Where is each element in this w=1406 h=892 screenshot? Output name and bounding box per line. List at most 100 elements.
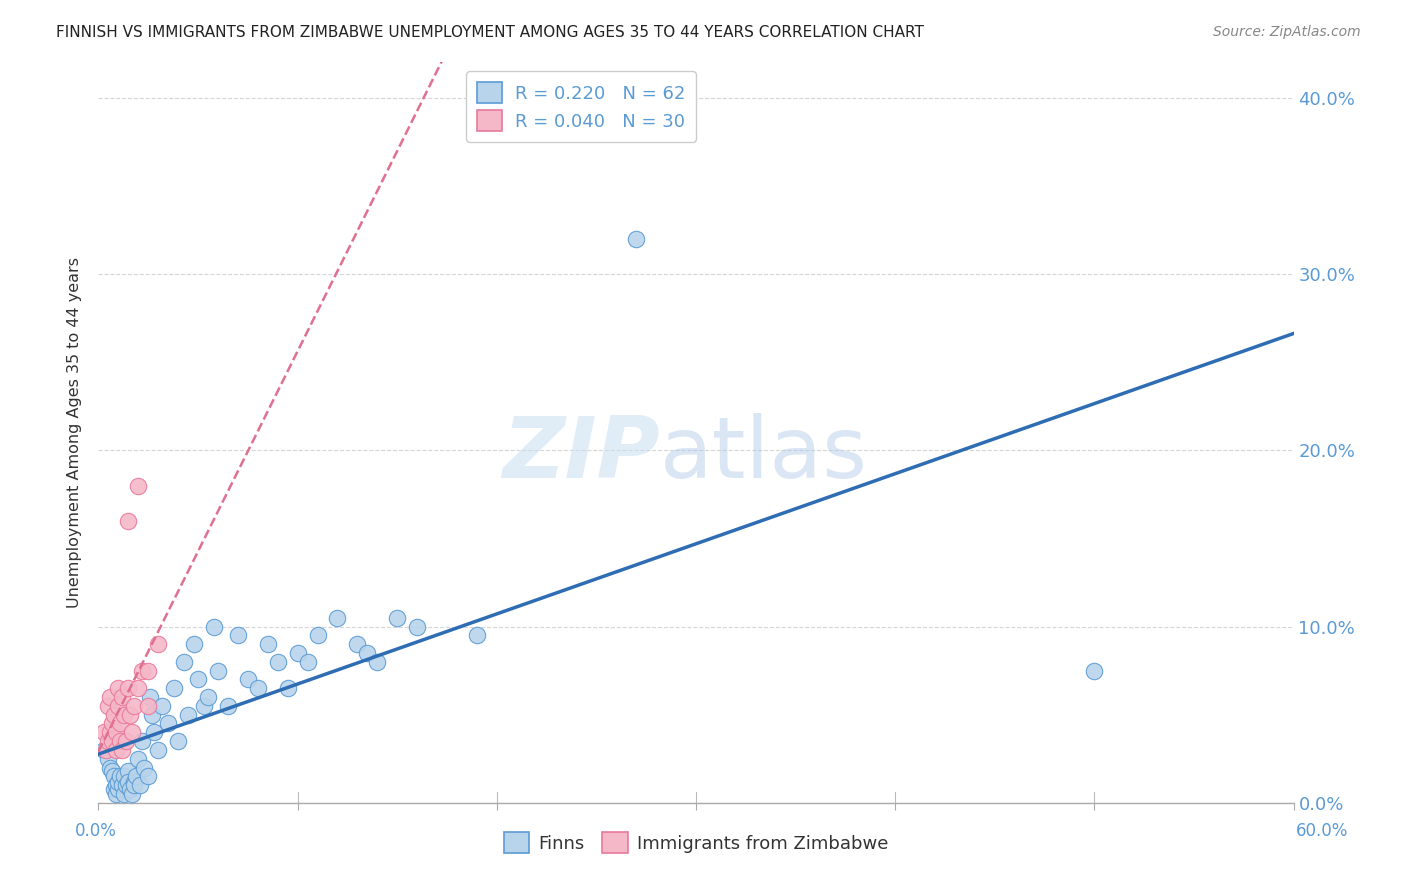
Point [124, 698, 146, 713]
Point [226, 628, 249, 642]
Point [117, 764, 139, 778]
Point [150, 698, 173, 713]
Point [101, 764, 124, 778]
Point [136, 698, 159, 713]
Point [105, 778, 128, 792]
Point [105, 743, 128, 757]
Point [101, 716, 124, 731]
Point [117, 774, 139, 789]
Point [277, 681, 299, 696]
Point [103, 769, 125, 783]
Point [167, 734, 190, 748]
Point [129, 778, 152, 792]
Point [136, 769, 159, 783]
Point [97, 734, 120, 748]
Point [124, 774, 146, 789]
Point [110, 769, 132, 783]
Point [103, 781, 125, 796]
Point [326, 610, 349, 624]
Point [115, 734, 138, 748]
Text: FINNISH VS IMMIGRANTS FROM ZIMBABWE UNEMPLOYMENT AMONG AGES 35 TO 44 YEARS CORRE: FINNISH VS IMMIGRANTS FROM ZIMBABWE UNEM… [56, 25, 924, 40]
Point [356, 646, 378, 660]
Point [107, 781, 129, 796]
Point [127, 478, 149, 492]
Point [287, 646, 309, 660]
Point [346, 637, 368, 651]
Y-axis label: Unemployment Among Ages 35 to 44 years: Unemployment Among Ages 35 to 44 years [67, 257, 83, 608]
Point [141, 707, 163, 722]
Text: 60.0%: 60.0% [1295, 822, 1348, 840]
Point [98, 690, 122, 704]
Text: atlas: atlas [661, 413, 868, 496]
Point [297, 655, 319, 669]
Point [626, 232, 648, 246]
Point [193, 698, 215, 713]
Point [97, 752, 120, 766]
Point [110, 716, 132, 731]
Point [110, 734, 132, 748]
Point [107, 774, 129, 789]
Text: 0.0%: 0.0% [75, 822, 117, 840]
Point [406, 619, 429, 633]
Point [177, 707, 200, 722]
Point [111, 690, 134, 704]
Legend: Finns, Immigrants from Zimbabwe: Finns, Immigrants from Zimbabwe [496, 825, 896, 861]
Point [105, 725, 128, 739]
Point [307, 628, 329, 642]
Point [136, 664, 159, 678]
Point [207, 664, 229, 678]
Point [256, 637, 278, 651]
Point [112, 769, 135, 783]
Point [93, 725, 115, 739]
Point [163, 681, 186, 696]
Point [98, 760, 122, 774]
Point [125, 769, 148, 783]
Point [107, 698, 129, 713]
Point [148, 637, 170, 651]
Point [366, 655, 388, 669]
Point [121, 725, 143, 739]
Point [139, 690, 162, 704]
Point [148, 743, 170, 757]
Point [97, 698, 120, 713]
Point [157, 716, 180, 731]
Point [131, 664, 153, 678]
Point [117, 681, 139, 696]
Point [120, 707, 142, 722]
Point [101, 734, 124, 748]
Point [127, 681, 149, 696]
Point [93, 743, 115, 757]
Point [183, 637, 205, 651]
Point [217, 698, 239, 713]
Point [117, 514, 139, 528]
Point [98, 725, 122, 739]
Point [107, 681, 129, 696]
Point [131, 734, 153, 748]
Point [134, 760, 156, 774]
Point [124, 778, 146, 792]
Point [267, 655, 290, 669]
Point [103, 707, 125, 722]
Point [236, 673, 259, 687]
Point [197, 690, 219, 704]
Point [111, 778, 134, 792]
Point [1083, 664, 1105, 678]
Point [465, 628, 488, 642]
Point [246, 681, 269, 696]
Point [105, 787, 128, 801]
Point [115, 778, 138, 792]
Point [202, 619, 225, 633]
Point [143, 725, 166, 739]
Point [120, 781, 142, 796]
Point [187, 673, 209, 687]
Point [121, 787, 143, 801]
Point [96, 743, 118, 757]
Point [173, 655, 195, 669]
Point [111, 743, 134, 757]
Point [112, 787, 135, 801]
Text: ZIP: ZIP [502, 413, 661, 496]
Point [112, 707, 135, 722]
Point [127, 752, 149, 766]
Point [385, 610, 409, 624]
Text: Source: ZipAtlas.com: Source: ZipAtlas.com [1213, 25, 1361, 39]
